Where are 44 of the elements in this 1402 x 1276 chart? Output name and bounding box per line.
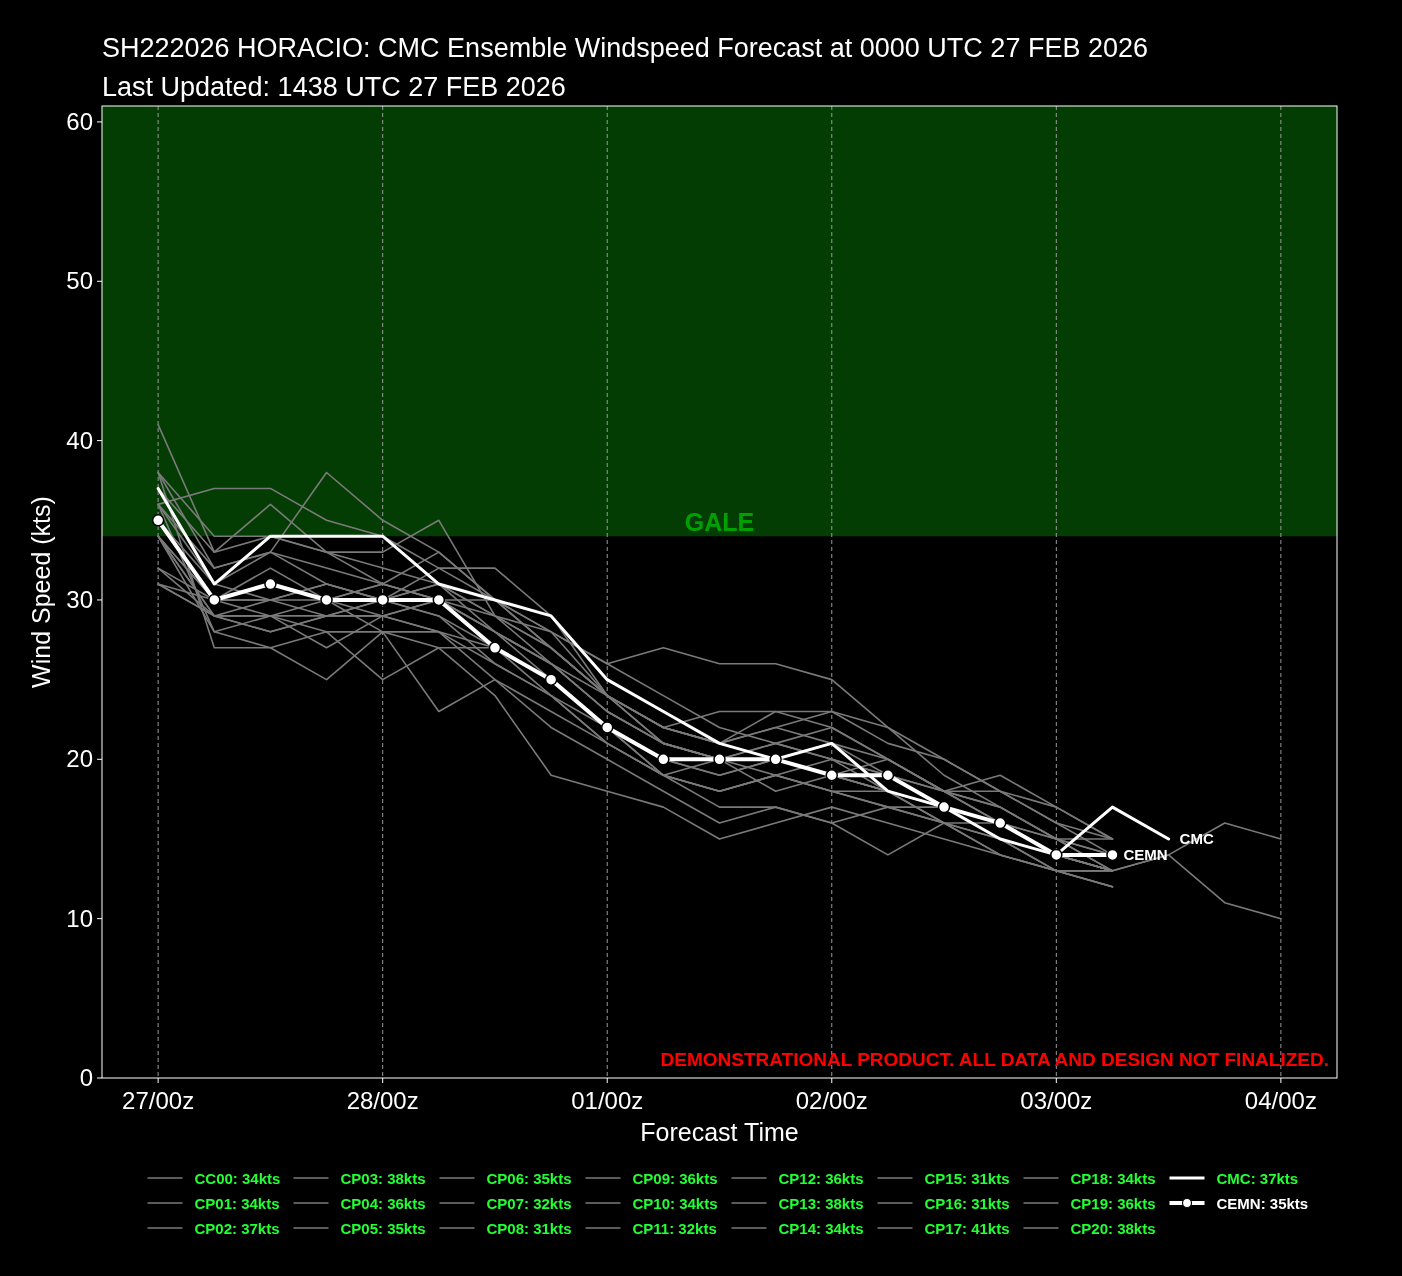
y-tick-label: 20 xyxy=(66,745,93,773)
legend-label: CP19: 36kts xyxy=(1070,1194,1156,1212)
annotation: DEMONSTRATIONAL PRODUCT. ALL DATA AND DESIGN NOT FINALIZED. xyxy=(660,1049,1329,1070)
legend-label: CP17: 41kts xyxy=(924,1219,1010,1237)
legend-label: CC00: 34kts xyxy=(194,1169,281,1187)
x-tick-label: 01/00z xyxy=(571,1087,644,1114)
y-tick-label: 10 xyxy=(66,904,93,932)
x-axis-title: Forecast Time xyxy=(640,1118,799,1146)
legend-label: CP07: 32kts xyxy=(486,1194,572,1212)
x-tick-label: 28/00z xyxy=(346,1087,419,1114)
legend-label: CP18: 34kts xyxy=(1070,1169,1156,1187)
legend-label: CP15: 31kts xyxy=(924,1169,1010,1187)
legend-label: CP01: 34kts xyxy=(194,1194,280,1212)
y-tick-label: 0 xyxy=(79,1064,93,1091)
legend-label: CP11: 32kts xyxy=(632,1219,717,1237)
annotation: CMC xyxy=(1179,829,1214,847)
legend-label: CP13: 38kts xyxy=(778,1194,864,1212)
legend-label: CP06: 35kts xyxy=(486,1169,572,1187)
legend-label: CP16: 31kts xyxy=(924,1194,1010,1212)
legend-label: CP09: 36kts xyxy=(632,1169,718,1187)
legend-label: CP04: 36kts xyxy=(340,1194,426,1212)
x-tick-label: 27/00z xyxy=(122,1087,195,1114)
legend-label: CEMN: 35kts xyxy=(1216,1194,1309,1212)
y-tick-label: 60 xyxy=(66,107,93,135)
y-tick-label: 40 xyxy=(66,426,93,454)
legend-label: CP02: 37kts xyxy=(194,1219,280,1237)
legend-label: CP05: 35kts xyxy=(340,1219,426,1237)
legend-label: CP03: 38kts xyxy=(340,1169,426,1187)
y-axis-title: Wind Speed (kts) xyxy=(27,496,55,688)
y-tick-label: 30 xyxy=(66,585,93,613)
band-label: GALE xyxy=(684,508,755,537)
annotation: CEMN xyxy=(1123,845,1168,863)
x-tick-label: 02/00z xyxy=(795,1087,868,1114)
x-tick-label: 04/00z xyxy=(1244,1087,1317,1114)
y-tick-label: 50 xyxy=(66,267,93,295)
legend-label: CP20: 38kts xyxy=(1070,1219,1156,1237)
legend-label: CP14: 34kts xyxy=(778,1219,864,1237)
legend-label: CMC: 37kts xyxy=(1216,1169,1299,1187)
chart-subtitle: Last Updated: 1438 UTC 27 FEB 2026 xyxy=(102,72,566,102)
chart-title: SH222026 HORACIO: CMC Ensemble Windspeed Forecast at 0000 UTC 27 FEB 2026 xyxy=(102,33,1148,63)
x-tick-label: 03/00z xyxy=(1020,1087,1093,1114)
legend-label: CP12: 36kts xyxy=(778,1169,864,1187)
legend-label: CP10: 34kts xyxy=(632,1194,718,1212)
legend-label: CP08: 31kts xyxy=(486,1219,572,1237)
